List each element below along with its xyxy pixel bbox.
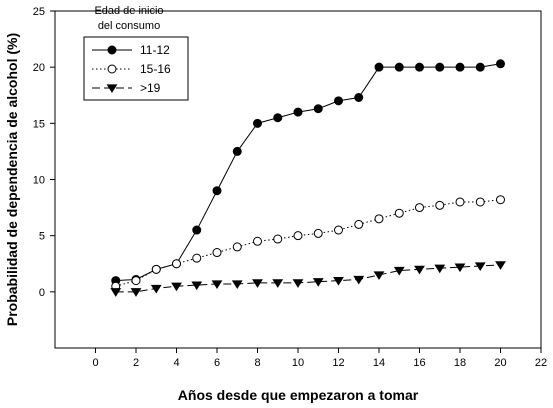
data-point <box>455 197 465 207</box>
x-tick-label: 2 <box>133 357 139 369</box>
data-point <box>231 280 243 289</box>
legend-marker <box>107 45 117 55</box>
data-point <box>334 96 343 106</box>
data-point <box>415 62 424 72</box>
y-tick-label: 15 <box>33 118 45 130</box>
data-point <box>434 264 446 274</box>
x-tick-label: 12 <box>332 357 344 369</box>
y-axis-ticks: 0 5 10 15 20 25 <box>33 6 55 299</box>
y-tick-label: 10 <box>33 175 45 187</box>
series-3 <box>110 261 506 297</box>
x-tick-label: 20 <box>494 357 506 369</box>
data-point <box>496 59 505 69</box>
legend-label: >19 <box>140 81 161 95</box>
data-point <box>353 275 365 285</box>
data-point <box>293 107 303 117</box>
x-tick-label: 10 <box>292 357 304 369</box>
data-point <box>131 276 141 286</box>
legend-box <box>83 36 189 101</box>
data-point <box>334 225 343 235</box>
data-point <box>333 276 344 286</box>
data-point <box>273 234 283 244</box>
data-point <box>313 228 323 238</box>
y-axis-title: Probabilidad de dependencia de alcohol (… <box>4 33 20 326</box>
x-tick-label: 6 <box>214 357 220 369</box>
data-point <box>414 265 425 275</box>
data-point <box>212 186 222 196</box>
data-point <box>312 278 324 287</box>
y-tick-label: 20 <box>33 62 45 74</box>
series-line <box>115 199 501 287</box>
data-point <box>191 281 203 291</box>
legend-marker <box>106 84 118 93</box>
y-tick-label: 5 <box>39 231 45 243</box>
x-tick-label: 22 <box>535 357 547 369</box>
data-point <box>252 279 263 288</box>
x-tick-label: 0 <box>92 357 98 369</box>
series-layer <box>110 59 506 297</box>
x-axis-title: Años desde que empezaron a tomar <box>178 387 419 403</box>
data-point <box>475 62 485 72</box>
data-point <box>496 195 505 205</box>
series-line <box>115 264 501 293</box>
x-tick-label: 4 <box>173 357 179 369</box>
data-point <box>455 62 465 72</box>
data-point <box>232 146 242 156</box>
data-point <box>253 118 262 128</box>
data-point <box>475 197 485 207</box>
legend-label: 15-16 <box>140 62 171 76</box>
x-tick-label: 14 <box>373 357 385 369</box>
data-point <box>273 113 283 123</box>
data-point <box>130 288 142 297</box>
data-point <box>192 225 202 235</box>
data-point <box>354 92 364 102</box>
data-point <box>435 62 445 72</box>
data-point <box>232 242 242 252</box>
data-point <box>393 266 405 276</box>
data-point <box>110 288 122 297</box>
data-point <box>171 282 182 292</box>
legend-marker <box>107 64 117 74</box>
data-point <box>292 279 304 288</box>
data-point <box>373 271 385 280</box>
x-tick-label: 8 <box>254 357 260 369</box>
data-point <box>293 231 303 241</box>
legend: Edad de inicio del consumo 11-12 15-16 >19 <box>83 5 189 101</box>
x-axis-ticks: 0 2 4 6 8 10 12 14 16 18 20 22 <box>92 348 547 369</box>
data-point <box>354 219 364 229</box>
legend-title-line1: Edad de inicio <box>94 5 163 17</box>
data-point <box>253 236 262 246</box>
y-tick-label: 0 <box>39 287 45 299</box>
data-point <box>313 104 323 114</box>
y-tick-label: 25 <box>33 6 45 18</box>
data-point <box>374 62 384 72</box>
x-tick-label: 16 <box>413 357 425 369</box>
data-point <box>272 279 284 288</box>
data-point <box>151 264 161 274</box>
data-point <box>454 263 466 273</box>
data-point <box>474 262 486 271</box>
data-point <box>172 259 181 269</box>
data-point <box>435 200 445 210</box>
data-point <box>374 214 384 224</box>
data-point <box>394 208 404 218</box>
data-point <box>192 253 202 263</box>
data-point <box>495 261 506 270</box>
legend-title-line2: del consumo <box>98 20 160 32</box>
data-point <box>415 203 424 213</box>
data-point <box>211 280 223 289</box>
legend-label: 11-12 <box>140 43 170 57</box>
data-point <box>394 62 404 72</box>
x-tick-label: 18 <box>454 357 466 369</box>
data-point <box>212 248 222 258</box>
data-point <box>150 284 162 294</box>
series-2 <box>111 195 505 291</box>
